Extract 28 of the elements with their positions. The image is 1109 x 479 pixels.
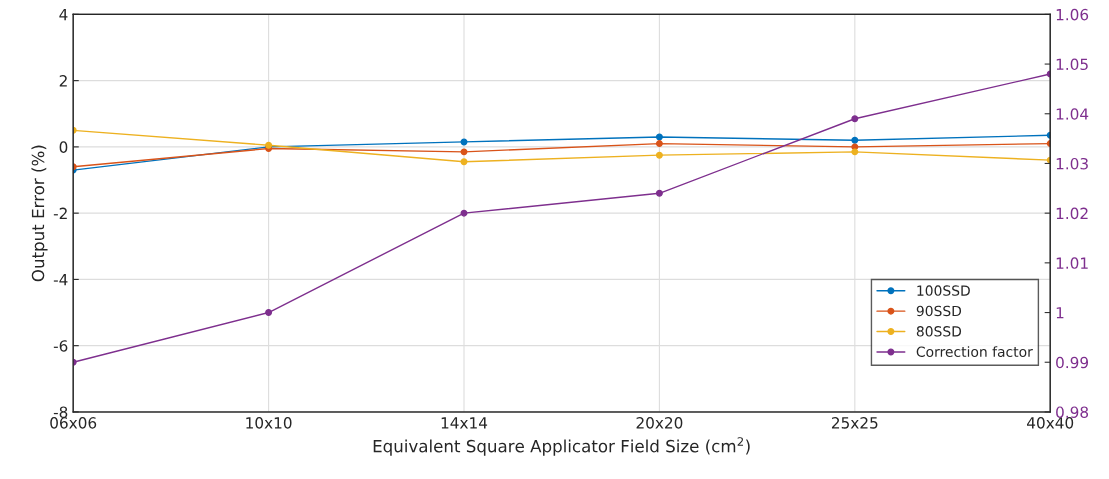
y2-tick-label: 1 bbox=[1056, 307, 1064, 319]
legend-label: 80SSD bbox=[916, 326, 962, 337]
y-tick-label: 0 bbox=[59, 141, 68, 153]
x-tick-label: 14x14 bbox=[441, 417, 488, 429]
x-tick-label: 25x25 bbox=[831, 417, 878, 429]
y2-tick-label: 1.06 bbox=[1056, 8, 1089, 21]
y2-tick-label: 0.99 bbox=[1056, 356, 1089, 369]
y2-tick-label: 1.03 bbox=[1056, 157, 1088, 170]
legend-label: 100SSD bbox=[917, 285, 970, 296]
y-tick-label: -8 bbox=[53, 406, 68, 418]
y-axis-title: Output Error (%) bbox=[31, 145, 48, 282]
y2-tick-label: 1.04 bbox=[1056, 108, 1089, 120]
y2-tick-label: 1.01 bbox=[1056, 257, 1088, 269]
y-tick-label: -4 bbox=[53, 274, 68, 286]
legend-label: 90SSD bbox=[916, 305, 962, 317]
y-tick-label: -6 bbox=[53, 340, 68, 352]
y2-tick-label: 1.02 bbox=[1056, 207, 1088, 220]
x-tick-label: 40x40 bbox=[1027, 417, 1074, 429]
y-tick-label: 4 bbox=[59, 9, 68, 21]
x-tick-label: 06x06 bbox=[50, 417, 97, 429]
legend-label: Correction factor bbox=[916, 346, 1033, 357]
x-tick-label: 20x20 bbox=[636, 417, 683, 429]
y2-tick-label: 0.98 bbox=[1056, 406, 1089, 418]
y2-tick-label: 1.05 bbox=[1056, 58, 1088, 71]
x-axis-title: Equivalent Square Applicator Field Size (cm$^{2}$) bbox=[373, 437, 750, 456]
x-tick-label: 10x10 bbox=[246, 417, 292, 429]
y-tick-label: -2 bbox=[53, 207, 67, 219]
y-tick-label: 2 bbox=[59, 75, 67, 87]
